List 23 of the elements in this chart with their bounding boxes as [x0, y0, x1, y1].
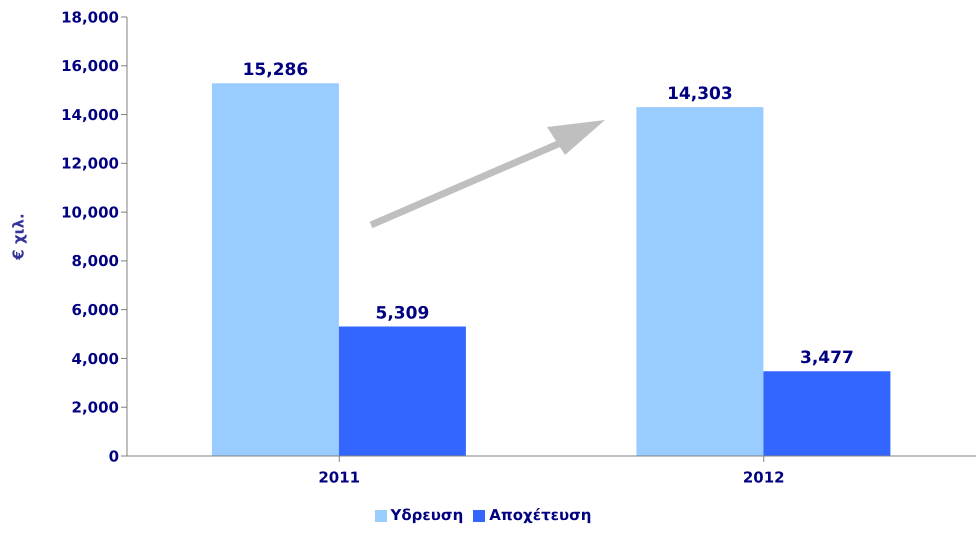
y-tick-label: 8,000 — [72, 252, 119, 270]
bar — [338, 326, 466, 456]
y-tick-label: 2,000 — [72, 398, 119, 417]
bar — [212, 83, 339, 456]
data-label: 5,309 — [376, 304, 430, 324]
y-tick-label: 10,000 — [61, 203, 119, 222]
x-tick-label: 2011 — [318, 468, 360, 487]
y-tick-label: 0 — [108, 447, 119, 466]
legend-label: Υδρευση — [390, 506, 464, 524]
y-tick-label: 12,000 — [61, 154, 119, 173]
data-label: 3,477 — [800, 348, 854, 368]
y-tick-label: 4,000 — [72, 350, 119, 368]
y-axis-title: € χιλ. — [9, 213, 28, 261]
y-tick-label: 18,000 — [61, 8, 119, 26]
data-label: 15,286 — [242, 60, 308, 80]
y-tick-label: 6,000 — [72, 300, 119, 319]
x-tick-label: 2012 — [742, 468, 785, 487]
bar — [636, 107, 764, 456]
bar — [763, 371, 890, 456]
y-tick-label: 16,000 — [61, 57, 119, 76]
legend-label: Αποχέτευση — [489, 506, 592, 524]
y-tick-label: 14,000 — [61, 106, 119, 124]
data-label: 14,303 — [667, 84, 733, 104]
